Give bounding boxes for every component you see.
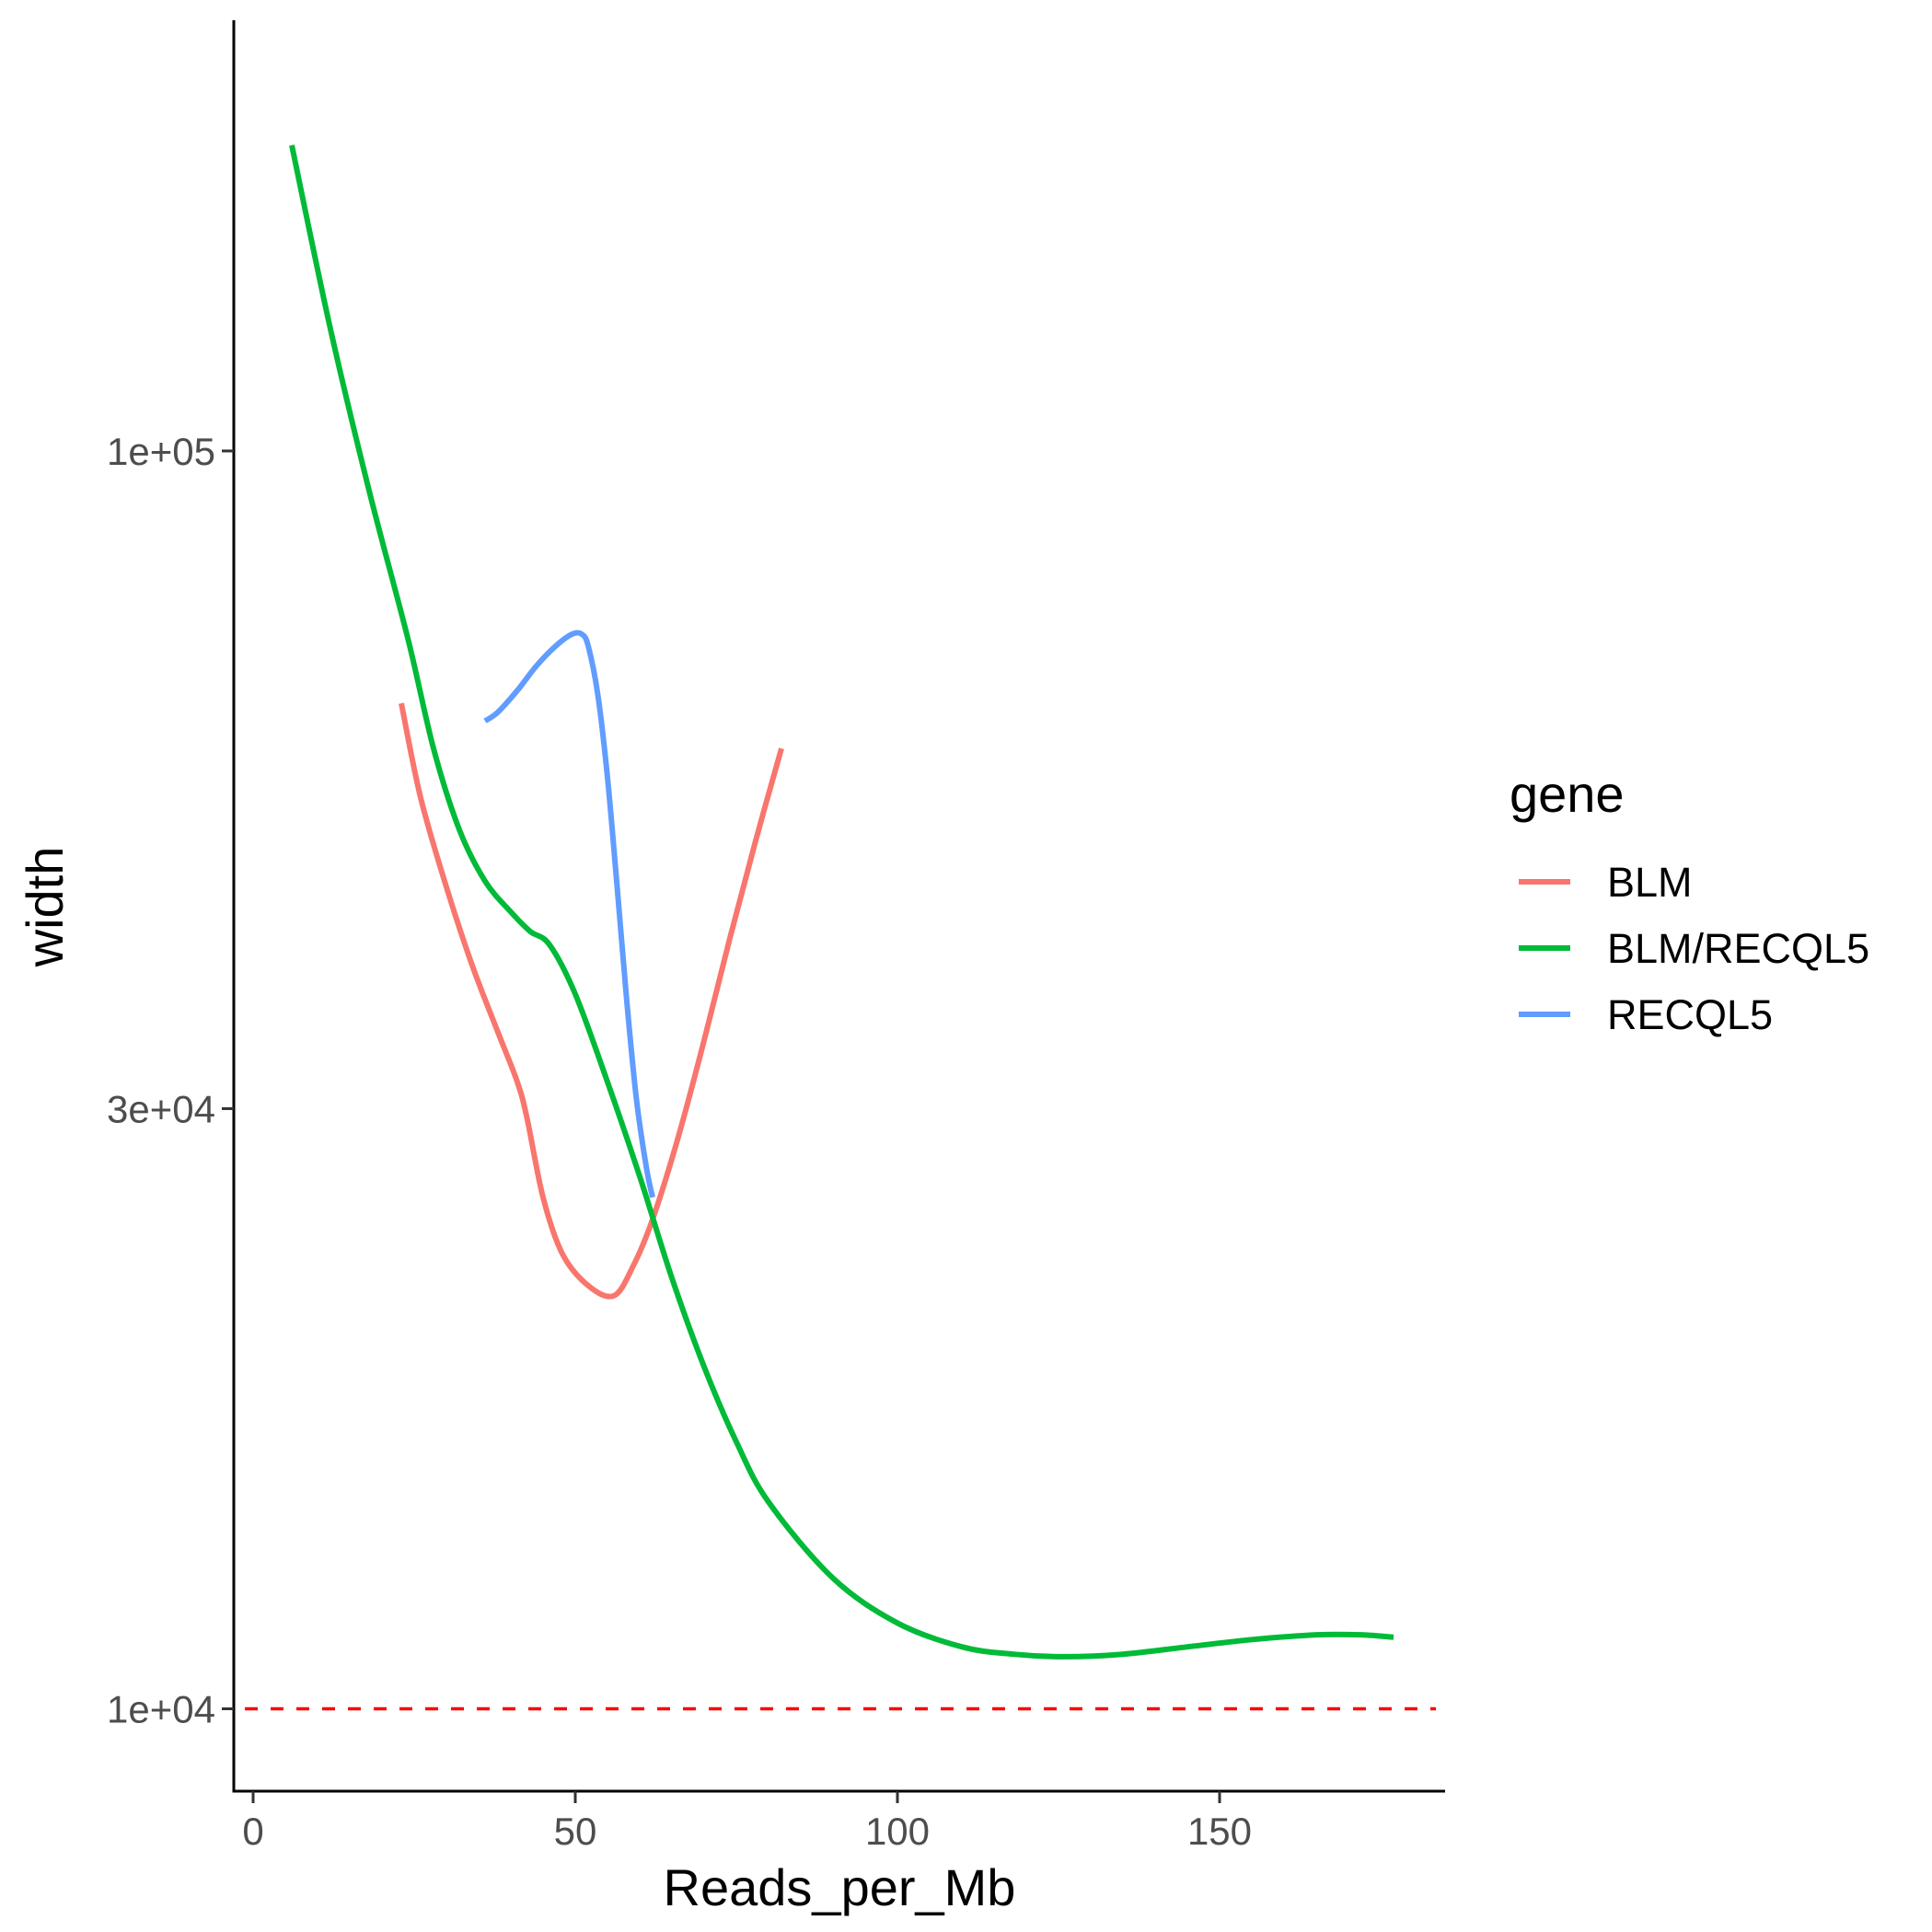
legend-label: BLM/RECQL5 [1607, 925, 1869, 972]
series-line-blm [399, 702, 784, 1300]
legend-items: BLM BLM/RECQL5 RECQL5 [1519, 859, 1869, 1038]
legend: gene BLM BLM/RECQL5 RECQL5 [1510, 765, 1869, 1038]
legend-label: RECQL5 [1607, 991, 1773, 1038]
x-tick-label: 50 [554, 1810, 597, 1853]
series-line-blm-recql5 [289, 145, 1394, 1660]
x-axis-title: Reads_per_Mb [664, 1858, 1016, 1916]
y-tick-label: 1e+04 [107, 1687, 215, 1730]
y-tick-label: 3e+04 [107, 1087, 215, 1130]
legend-label: BLM [1607, 859, 1693, 906]
x-axis-ticks: 0 50 100 150 [242, 1791, 1252, 1853]
legend-title: gene [1510, 765, 1625, 823]
y-tick-label: 1e+05 [107, 430, 215, 473]
y-axis-title: width [16, 847, 74, 968]
y-axis-ticks: 1e+04 3e+04 1e+05 [107, 430, 234, 1730]
series-line-recql5 [483, 630, 655, 1198]
plot-area [245, 145, 1436, 1711]
x-tick-label: 150 [1187, 1810, 1252, 1853]
x-tick-label: 0 [242, 1810, 263, 1853]
x-tick-label: 100 [865, 1810, 930, 1853]
series-layer [289, 145, 1394, 1660]
